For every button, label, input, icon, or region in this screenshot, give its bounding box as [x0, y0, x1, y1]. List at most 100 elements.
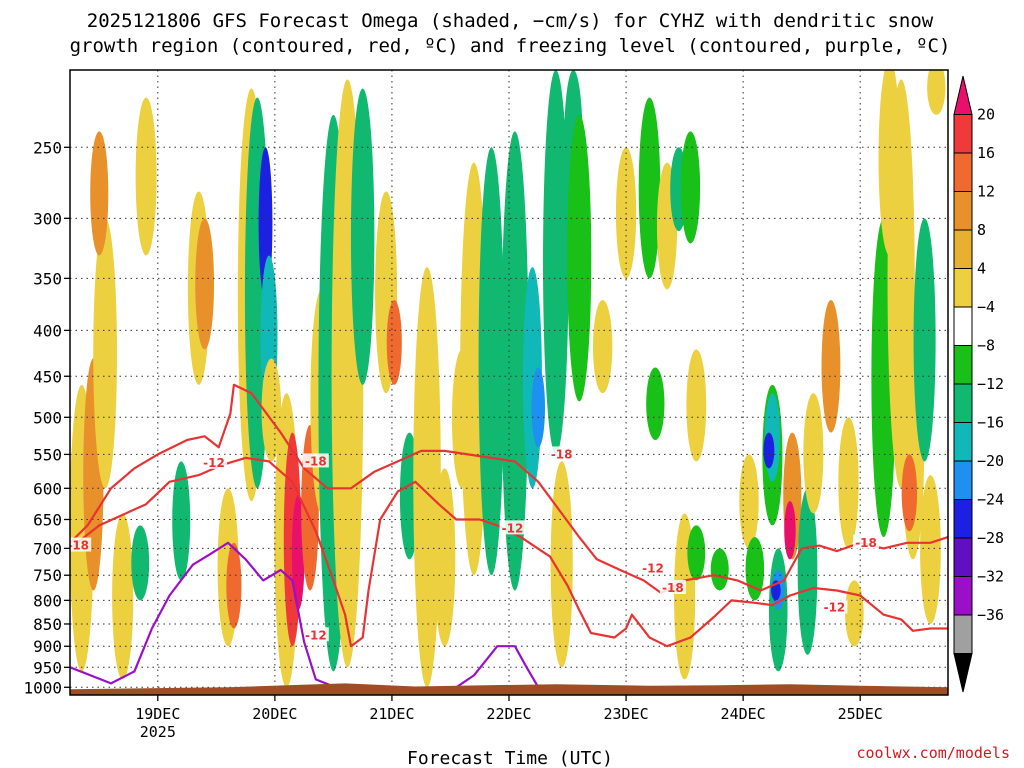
x-axis-label: Forecast Time (UTC): [407, 748, 613, 768]
contour-label-bg: [853, 534, 880, 549]
omega-cell-49: [687, 525, 706, 581]
omega-cell-70: [901, 454, 918, 532]
omega-cell-11: [226, 542, 242, 629]
colorbar-label-6: −8: [977, 337, 995, 355]
omega-cell-40: [592, 300, 613, 394]
y-tick-label-900: 900: [33, 637, 62, 656]
omega-cell-43: [646, 367, 665, 440]
colorbar-label-0: 20: [977, 106, 995, 124]
contour-label-bg: [639, 560, 666, 575]
colorbar-segment-top: [953, 75, 973, 115]
colorbar-label-10: −24: [977, 491, 1004, 509]
x-tick-sublabel-19DEC: 2025: [140, 723, 176, 741]
colorbar-label-4: 4: [977, 260, 986, 278]
y-tick-label-550: 550: [33, 445, 62, 464]
contour-label--18-1: -18: [305, 454, 327, 468]
colorbar-label-13: −36: [977, 606, 1004, 624]
contour-label--12-0: -12: [203, 456, 225, 470]
colorbar-segment-2: [953, 152, 973, 192]
omega-cell-26: [386, 300, 402, 385]
omega-shading: [70, 70, 946, 688]
colorbar-label-11: −28: [977, 529, 1004, 547]
credit-text: coolwx.com/models: [856, 744, 1010, 762]
contour-label-bg: [821, 599, 848, 614]
omega-cell-62: [803, 393, 824, 514]
y-tick-label-450: 450: [33, 367, 62, 386]
colorbar-label-7: −12: [977, 375, 1004, 393]
x-tick-label-22DEC: 22DEC: [486, 705, 531, 723]
colorbar-label-9: −20: [977, 452, 1004, 470]
contour-lines: -12 -12 -12 -12 -12 -18 -18 -18 -18 -18: [67, 383, 948, 695]
y-tick-label-350: 350: [33, 269, 62, 288]
chart-title-line1: 2025121806 GFS Forecast Omega (shaded, −…: [87, 10, 934, 32]
x-tick-label-20DEC: 20DEC: [252, 705, 297, 723]
colorbar-segment-10: [953, 460, 973, 500]
colorbar-segment-14: [953, 614, 973, 654]
omega-cell-33: [501, 131, 529, 591]
contour-label--12-3: -12: [824, 601, 846, 615]
omega-cell-64: [838, 417, 859, 549]
colorbar: 20 16 12 8 4 −4 −8 −12 −16 −20 −24 −28 −32 −36: [953, 75, 1004, 693]
omega-cell-9: [195, 218, 215, 350]
y-tick-label-300: 300: [33, 209, 62, 228]
contour-label--12-1: -12: [502, 521, 524, 535]
contour-label-bg: [302, 627, 329, 642]
omega-cell-55: [763, 432, 775, 469]
contour-label-bg: [302, 453, 329, 468]
y-tick-label-750: 750: [33, 566, 62, 585]
omega-cell-28: [413, 267, 441, 688]
terrain-fill: [70, 683, 948, 695]
y-tick-label-600: 600: [33, 479, 62, 498]
omega-cell-73: [920, 475, 941, 624]
y-tick-label-850: 850: [33, 615, 62, 634]
contour-label-bg: [70, 537, 92, 552]
omega-cell-65: [845, 580, 864, 647]
contour-label-bg: [499, 520, 526, 535]
colorbar-label-2: 12: [977, 183, 995, 201]
omega-cell-39: [567, 114, 592, 402]
y-tick-label-500: 500: [33, 408, 62, 427]
omega-cell-71: [913, 218, 936, 462]
x-tick-label-25DEC: 25DEC: [838, 705, 883, 723]
colorbar-label-3: 8: [977, 221, 986, 239]
contour-label--12-4: -12: [305, 628, 327, 642]
colorbar-label-12: −32: [977, 568, 1004, 586]
colorbar-label-1: 16: [977, 144, 995, 162]
pressure-axis: 250 300 350 400 450 500 550 600 650 700 750 800 850 9…: [23, 138, 70, 697]
contour-label--18-3: -18: [662, 581, 684, 595]
x-tick-label-23DEC: 23DEC: [603, 705, 648, 723]
omega-cell-2: [93, 218, 117, 489]
y-tick-label-650: 650: [33, 510, 62, 529]
omega-cell-16: [261, 358, 282, 462]
colorbar-segment-8: [953, 383, 973, 423]
contour-label--18-0: -18: [67, 539, 89, 553]
omega-cell-46: [680, 131, 701, 244]
colorbar-segment-13: [953, 576, 973, 616]
omega-cell-5: [131, 525, 150, 601]
contour-label-bg: [659, 580, 686, 595]
omega-cell-32: [478, 147, 505, 576]
colorbar-segment-5: [953, 268, 973, 308]
terrain-band: [70, 683, 948, 695]
omega-cell-38: [550, 461, 573, 668]
colorbar-segment-12: [953, 537, 973, 577]
contour--12: [70, 456, 948, 648]
colorbar-segment-9: [953, 422, 973, 462]
omega-cell-42: [638, 97, 661, 279]
omega-cell-60: [784, 501, 796, 560]
omega-cell-3: [90, 131, 109, 256]
contour-label-bg: [548, 446, 575, 461]
omega-cell-51: [739, 454, 759, 549]
contour-label-bg: [200, 454, 227, 469]
omega-cell-7: [172, 461, 191, 581]
contour-0: [70, 541, 557, 695]
contour--18: [70, 383, 948, 595]
omega-cell-72: [927, 70, 946, 115]
omega-cell-36: [543, 70, 569, 455]
colorbar-segment-3: [953, 191, 973, 231]
omega-cell-47: [686, 349, 707, 462]
colorbar-segment-bottom: [953, 653, 973, 693]
colorbar-segment-6: [953, 306, 973, 346]
